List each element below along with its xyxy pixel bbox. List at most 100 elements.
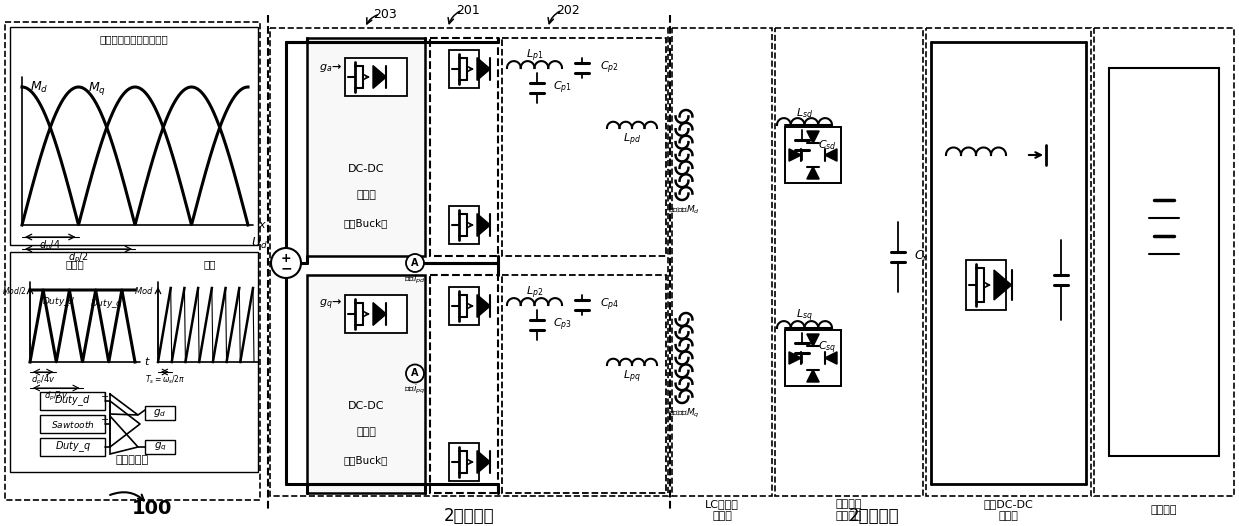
Bar [307, 275, 425, 493]
Text: $Mod/2$: $Mod/2$ [1, 285, 26, 296]
Text: $C_{p1}$: $C_{p1}$ [553, 80, 572, 96]
Text: x: x [258, 220, 265, 230]
Polygon shape [373, 66, 387, 88]
Text: 时变$i_{pq}$: 时变$i_{pq}$ [404, 383, 426, 396]
Text: $Mod$: $Mod$ [134, 285, 154, 296]
Bar [449, 443, 479, 481]
Bar [1094, 28, 1234, 496]
Text: DC-DC: DC-DC [348, 164, 384, 174]
Text: $g_a$→: $g_a$→ [318, 62, 342, 74]
Text: A: A [411, 258, 419, 268]
Bar [430, 38, 498, 256]
Text: $L_{sd}$: $L_{sd}$ [795, 106, 813, 120]
Text: $d_p/4v$: $d_p/4v$ [31, 373, 56, 387]
Polygon shape [825, 149, 838, 161]
Text: $d_p/2$: $d_p/2$ [68, 251, 89, 265]
Text: 级联DC-DC
变换器: 级联DC-DC 变换器 [984, 499, 1033, 521]
Polygon shape [477, 295, 491, 317]
Text: $Duty\_d$: $Duty\_d$ [55, 393, 90, 408]
Circle shape [406, 254, 424, 272]
Text: $C_{sd}$: $C_{sd}$ [818, 138, 836, 152]
Text: +: + [100, 415, 108, 425]
Text: $Duty\_q$: $Duty\_q$ [90, 298, 124, 310]
Text: $L_{p2}$: $L_{p2}$ [525, 285, 543, 301]
Polygon shape [477, 58, 491, 80]
Text: $L_{sq}$: $L_{sq}$ [797, 308, 813, 324]
Text: A: A [411, 369, 419, 379]
Bar [40, 438, 105, 456]
Bar [270, 28, 668, 496]
Text: 电池负载: 电池负载 [1151, 505, 1177, 515]
Text: $C_{p4}$: $C_{p4}$ [600, 297, 620, 313]
Text: $L_{pd}$: $L_{pd}$ [623, 132, 641, 148]
Text: （如Buck）: （如Buck） [343, 456, 388, 466]
Polygon shape [807, 334, 819, 346]
Polygon shape [807, 131, 819, 143]
Text: 203: 203 [373, 7, 396, 21]
Text: 载波: 载波 [203, 259, 217, 269]
Bar [344, 58, 406, 96]
Polygon shape [807, 370, 819, 382]
Bar [449, 287, 479, 325]
Bar [966, 260, 1006, 310]
Bar [5, 22, 260, 500]
Bar [926, 28, 1092, 496]
Bar [672, 28, 772, 496]
Text: 调制波: 调制波 [66, 259, 84, 269]
Text: −: − [280, 261, 292, 275]
Text: $C_{p3}$: $C_{p3}$ [553, 317, 572, 333]
Text: DC-DC: DC-DC [348, 401, 384, 411]
Bar [145, 440, 175, 454]
Text: $T_s=\omega_s/2\pi$: $T_s=\omega_s/2\pi$ [145, 374, 185, 386]
Polygon shape [373, 302, 387, 326]
Text: $L_{pq}$: $L_{pq}$ [623, 369, 641, 385]
Text: 电流控制器: 电流控制器 [116, 455, 149, 465]
Text: 100: 100 [133, 499, 172, 518]
Polygon shape [807, 167, 819, 179]
Polygon shape [825, 352, 838, 364]
Text: $L_{p1}$: $L_{p1}$ [525, 48, 543, 64]
Text: $M_q$: $M_q$ [88, 80, 107, 97]
Bar [502, 275, 667, 493]
Bar [10, 27, 258, 245]
Bar [10, 252, 258, 472]
Bar [449, 50, 479, 88]
Text: 时变$i_{pd}$: 时变$i_{pd}$ [404, 272, 426, 286]
Text: +: + [100, 392, 108, 402]
Circle shape [406, 365, 424, 382]
Text: $g_q$→: $g_q$→ [318, 298, 342, 312]
Text: 固定互感$M_q$: 固定互感$M_q$ [668, 407, 700, 420]
Text: 2个接收端: 2个接收端 [849, 507, 900, 525]
Text: LC串联补
偿网络: LC串联补 偿网络 [705, 499, 738, 521]
Text: $C_{p2}$: $C_{p2}$ [600, 60, 618, 76]
Text: $d_p/4$: $d_p/4$ [40, 239, 61, 253]
Bar [344, 295, 406, 333]
Bar [1109, 68, 1219, 456]
Text: 固定互感$M_d$: 固定互感$M_d$ [668, 204, 700, 216]
Text: 变换器: 变换器 [356, 190, 375, 200]
Text: 202: 202 [556, 4, 580, 16]
Text: +: + [281, 252, 291, 266]
Text: $Duty\_q$: $Duty\_q$ [55, 440, 90, 454]
Bar [786, 127, 841, 183]
Text: 201: 201 [456, 4, 479, 16]
Polygon shape [789, 149, 802, 161]
Bar [307, 38, 425, 256]
Text: （如Buck）: （如Buck） [343, 218, 388, 228]
Polygon shape [789, 352, 802, 364]
Text: 2个发射端: 2个发射端 [444, 507, 494, 525]
Text: t: t [144, 357, 149, 367]
Bar [786, 330, 841, 386]
Text: $g_q$: $g_q$ [154, 441, 166, 453]
Bar [449, 206, 479, 244]
Text: $C_{sq}$: $C_{sq}$ [818, 340, 836, 356]
Text: $C_r$: $C_r$ [914, 249, 929, 264]
Bar [145, 406, 175, 420]
Text: $Sawtooth$: $Sawtooth$ [51, 419, 94, 430]
Polygon shape [477, 214, 491, 236]
Text: $d_p/2v$: $d_p/2v$ [45, 389, 68, 402]
Text: $U_d$: $U_d$ [252, 236, 268, 250]
Text: $M_d$: $M_d$ [30, 79, 48, 95]
Polygon shape [477, 451, 491, 473]
Text: $g_d$: $g_d$ [154, 407, 166, 419]
